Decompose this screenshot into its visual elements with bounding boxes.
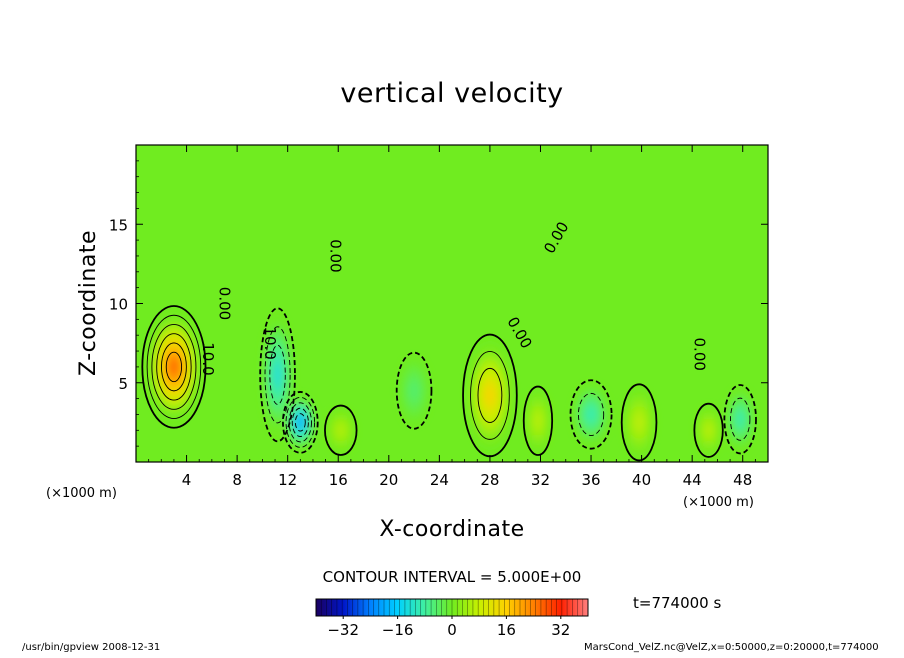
contour-negative-10-1 <box>723 384 757 455</box>
x-tick-label-16: 16 <box>329 471 348 489</box>
y-axis-unit: (×1000 m) <box>46 486 117 501</box>
contour-positive-0-6 <box>165 351 183 383</box>
contour-negative-2-4 <box>291 407 309 437</box>
x-tick-label-24: 24 <box>430 471 449 489</box>
y-axis-ticks: 5 10 15 <box>109 160 768 447</box>
colorbar-ticks: −32 −16 0 16 32 <box>327 616 570 639</box>
colorbar-tick-label-2: 0 <box>447 621 457 639</box>
contour-negative-2-1 <box>282 391 319 454</box>
contour-label-0: 10.0 <box>199 342 217 375</box>
contour-negative-7-1 <box>569 379 613 450</box>
contour-negative-2-3 <box>288 402 312 443</box>
colorbar-stripes <box>320 599 584 616</box>
y-tick-label-5: 5 <box>118 375 128 393</box>
field-cell-positive-0 <box>170 359 178 375</box>
x-tick-label-36: 36 <box>581 471 600 489</box>
x-axis-label: X-coordinate <box>379 517 524 542</box>
x-axis-unit: (×1000 m) <box>683 495 754 510</box>
contour-interval-text: CONTOUR INTERVAL = 5.000E+00 <box>323 568 582 586</box>
footer-left: /usr/bin/gpview 2008-12-31 <box>22 642 160 653</box>
x-tick-label-8: 8 <box>232 471 242 489</box>
colorbar: −32 −16 0 16 32 <box>315 598 589 639</box>
contour-label-6: 0.00 <box>691 338 709 371</box>
contour-positive-0-2 <box>146 314 202 419</box>
contour-negative-1-3 <box>269 344 286 405</box>
contour-positive-6-1 <box>522 385 554 456</box>
colorbar-tick-label-0: −32 <box>327 621 359 639</box>
field-cell-negative-2 <box>298 418 303 426</box>
x-tick-label-20: 20 <box>379 471 398 489</box>
contour-lines <box>141 305 757 462</box>
x-tick-label-28: 28 <box>480 471 499 489</box>
field-cell-positive-5 <box>486 388 493 403</box>
contour-negative-2-2 <box>285 396 316 448</box>
footer-right: MarsCond_VelZ.nc@VelZ,x=0:50000,z=0:2000… <box>584 642 879 653</box>
contour-label-2: 10.0 <box>261 326 279 359</box>
x-axis-ticks: 4 8 12 16 20 24 28 32 36 40 44 48 <box>148 145 756 489</box>
contour-negative-7-2 <box>577 392 605 436</box>
contour-negative-10-2 <box>730 397 751 441</box>
y-axis-label: Z-coordinate <box>76 230 101 376</box>
y-tick-label-10: 10 <box>109 296 128 314</box>
contour-positive-0-1 <box>141 305 207 429</box>
contour-label-1: 0.00 <box>215 287 233 320</box>
contour-positive-0-4 <box>156 333 192 401</box>
x-tick-label-32: 32 <box>531 471 550 489</box>
contour-negative-2-5 <box>294 413 306 432</box>
contour-negative-1-2 <box>264 326 291 424</box>
field-cell-negative-4 <box>412 386 417 396</box>
field-cell-positive-9 <box>706 427 711 434</box>
contour-positive-3-1 <box>324 404 358 456</box>
field-cell-negative-1 <box>275 366 280 383</box>
contour-positive-9-1 <box>693 402 724 458</box>
x-tick-label-40: 40 <box>632 471 651 489</box>
field-cell-positive-8 <box>637 417 642 427</box>
contour-negative-4-1 <box>395 351 433 430</box>
contour-negative-1-1 <box>259 307 296 443</box>
chart-title: vertical velocity <box>340 78 563 109</box>
contour-positive-8-1 <box>620 383 658 462</box>
contour-positive-0-5 <box>161 342 187 392</box>
colorbar-tick-label-3: 16 <box>497 621 516 639</box>
x-tick-label-44: 44 <box>683 471 702 489</box>
field-cell-negative-7 <box>588 410 594 419</box>
colorbar-tick-label-4: 32 <box>551 621 570 639</box>
time-text: t=774000 s <box>633 594 721 612</box>
contour-positive-0-3 <box>151 324 197 410</box>
plot-background <box>136 145 768 462</box>
x-tick-label-48: 48 <box>733 471 752 489</box>
field-cell-positive-6 <box>536 416 540 425</box>
contour-positive-5-3 <box>477 367 503 423</box>
y-tick-label-15: 15 <box>109 216 128 234</box>
colorbar-tick-label-1: −16 <box>382 621 414 639</box>
contour-positive-5-2 <box>470 351 510 440</box>
contour-label-3: 0.00 <box>327 239 345 272</box>
x-tick-label-4: 4 <box>182 471 192 489</box>
field-cell-positive-3 <box>338 427 343 434</box>
x-tick-label-12: 12 <box>278 471 297 489</box>
field-cell-negative-10 <box>738 415 742 424</box>
